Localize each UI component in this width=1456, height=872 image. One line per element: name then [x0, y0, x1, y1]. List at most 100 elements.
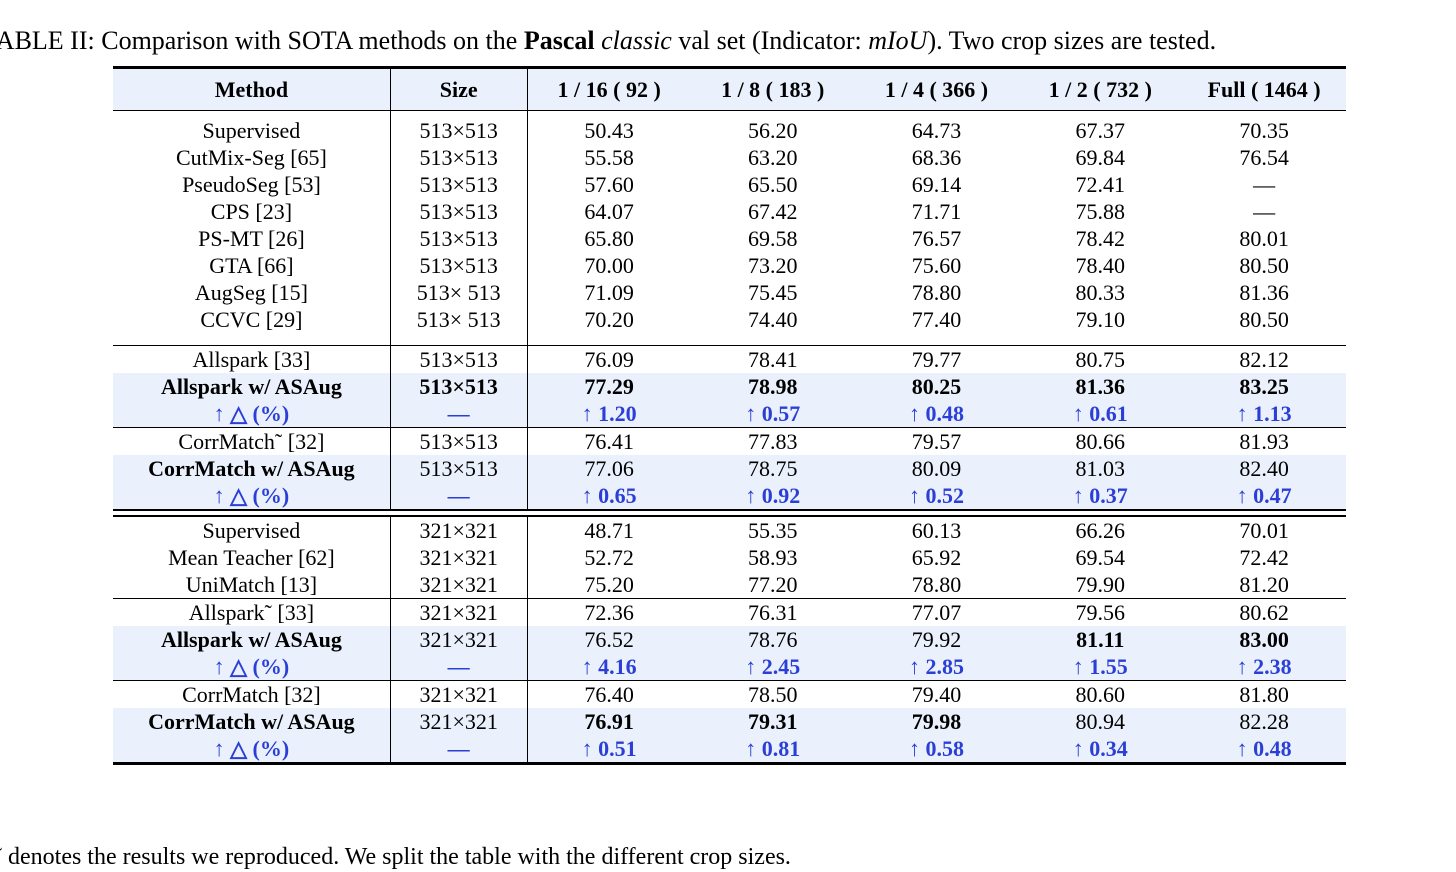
value-full: 81.20 [1239, 572, 1289, 597]
table-body: Supervised 513×513 50.43 56.20 64.73 67.37 70.… [113, 110, 1346, 765]
table-row: CorrMatch w/ ASAug 321×321 76.91 79.31 79.98… [113, 708, 1346, 735]
value-full: — [1253, 199, 1276, 224]
method-cell: ↑ △ (%) [113, 653, 391, 681]
size-cell: — [390, 735, 528, 765]
value-1-4: 77.07 [911, 600, 962, 625]
value-1-4: ↑ 0.58 [854, 735, 1019, 765]
method-cell: CPS [23] [113, 198, 391, 225]
value-1-8: 74.40 [747, 307, 798, 332]
value-1-16: 76.52 [527, 626, 691, 653]
value-1-8: 67.42 [747, 199, 798, 224]
method-cell: Supervised [113, 117, 391, 144]
value-full: ↑ 1.13 [1182, 400, 1346, 428]
value-1-8: 56.20 [747, 118, 798, 143]
caption-subset: classic [601, 26, 672, 55]
method-cell: AugSeg [15] [113, 279, 391, 306]
method-cell: Mean Teacher [62] [113, 544, 391, 571]
table-caption: TABLE II: Comparison with SOTA methods o… [0, 24, 1456, 58]
table-row: Supervised 321×321 48.71 55.35 60.13 66.26 70.… [113, 516, 1346, 544]
size-cell: 513× 513 [390, 306, 528, 333]
value-1-8: 69.58 [747, 226, 798, 251]
value-1-16: 57.60 [584, 172, 634, 197]
table-row: Allspark w/ ASAug 321×321 76.52 78.76 79.92 8… [113, 626, 1346, 653]
caption-dataset: Pascal [523, 26, 595, 55]
value-1-16: 50.43 [584, 118, 634, 143]
caption-suffix: ). Two crop sizes are tested. [927, 26, 1217, 55]
header-method: Method [113, 66, 391, 111]
table-row: CorrMatch [32] 321×321 76.40 78.50 79.40 80.6… [113, 681, 1346, 708]
table-row: GTA [66] 513×513 70.00 73.20 75.60 78.40 80.50 [113, 252, 1346, 279]
value-1-16: 76.09 [584, 347, 634, 372]
value-1-16: 76.91 [527, 708, 691, 735]
value-1-16: 72.36 [584, 600, 634, 625]
value-1-8: 78.75 [690, 455, 855, 482]
value-full: 70.01 [1239, 518, 1289, 543]
method-cell: Allspark w/ ASAug [113, 626, 391, 653]
value-1-8: 63.20 [747, 145, 798, 170]
size-cell: 513×513 [390, 428, 528, 455]
size-cell: 321×321 [390, 571, 528, 599]
value-1-4: 69.14 [911, 172, 962, 197]
value-1-16: 77.29 [527, 373, 691, 400]
value-full: 81.93 [1239, 429, 1289, 454]
method-cell: Allspark w/ ASAug [113, 373, 391, 400]
value-1-2: 78.42 [1075, 226, 1126, 251]
size-cell: 513×513 [390, 346, 528, 373]
value-full: 82.40 [1182, 455, 1346, 482]
value-1-8: 55.35 [747, 518, 798, 543]
value-1-16: 48.71 [584, 518, 634, 543]
value-1-8: ↑ 0.92 [690, 482, 855, 510]
table-row: CorrMatch w/ ASAug 513×513 77.06 78.75 80.09… [113, 455, 1346, 482]
value-1-8: 73.20 [747, 253, 798, 278]
size-cell: 321×321 [390, 681, 528, 708]
value-1-4: 79.57 [911, 429, 962, 454]
size-cell: 513×513 [390, 252, 528, 279]
method-cell: UniMatch [13] [113, 571, 391, 599]
size-cell: — [390, 653, 528, 681]
value-1-8: ↑ 0.81 [690, 735, 855, 765]
group-rule [113, 427, 1346, 428]
method-cell: Allspark˜ [33] [113, 599, 391, 626]
size-cell: 513×513 [390, 373, 528, 400]
value-full: 82.28 [1182, 708, 1346, 735]
value-1-16: 75.20 [584, 572, 634, 597]
table-row: CCVC [29] 513× 513 70.20 74.40 77.40 79.10 80.… [113, 306, 1346, 333]
table-footnote: ˜ denotes the results we reproduced. We … [0, 844, 791, 870]
value-1-2: 72.41 [1075, 172, 1126, 197]
value-1-8: 65.50 [747, 172, 798, 197]
size-cell: 321×321 [390, 708, 528, 735]
value-1-16: ↑ 0.51 [527, 735, 691, 765]
value-1-4: 79.98 [854, 708, 1019, 735]
value-1-16: 55.58 [584, 145, 634, 170]
double-rule [113, 509, 1346, 517]
size-cell: 513× 513 [390, 279, 528, 306]
method-cell: Supervised [113, 516, 391, 544]
value-1-8: 78.41 [747, 347, 798, 372]
value-full: ↑ 2.38 [1182, 653, 1346, 681]
value-1-2: 67.37 [1075, 118, 1126, 143]
method-cell: ↑ △ (%) [113, 482, 391, 510]
value-1-4: 71.71 [911, 199, 962, 224]
value-full: 81.36 [1239, 280, 1289, 305]
value-full: 81.80 [1239, 682, 1289, 707]
value-1-2: 80.33 [1075, 280, 1126, 305]
value-1-16: 70.20 [584, 307, 634, 332]
header-split-1-2: 1 / 2 ( 732 ) [1018, 66, 1183, 111]
size-cell: 321×321 [390, 516, 528, 544]
value-1-8: ↑ 2.45 [690, 653, 855, 681]
method-cell: ↑ △ (%) [113, 400, 391, 428]
value-1-4: 78.80 [911, 280, 962, 305]
table-row: CPS [23] 513×513 64.07 67.42 71.71 75.88 — [113, 198, 1346, 225]
value-1-16: 77.06 [527, 455, 691, 482]
value-1-8: 78.76 [690, 626, 855, 653]
value-1-4: 75.60 [911, 253, 962, 278]
caption-middle: val set (Indicator: [671, 26, 869, 55]
value-1-2: ↑ 0.37 [1018, 482, 1183, 510]
method-cell: CCVC [29] [113, 306, 391, 333]
value-1-16: 65.80 [584, 226, 634, 251]
table-row: Allspark [33] 513×513 76.09 78.41 79.77 80.75… [113, 346, 1346, 373]
value-1-2: 66.26 [1075, 518, 1126, 543]
delta-row: ↑ △ (%) — ↑ 0.65 ↑ 0.92 ↑ 0.52 ↑ 0.37 ↑ 0.47 [113, 482, 1346, 510]
value-full: 80.50 [1239, 307, 1289, 332]
delta-row: ↑ △ (%) — ↑ 0.51 ↑ 0.81 ↑ 0.58 ↑ 0.34 ↑ 0.48 [113, 735, 1346, 765]
